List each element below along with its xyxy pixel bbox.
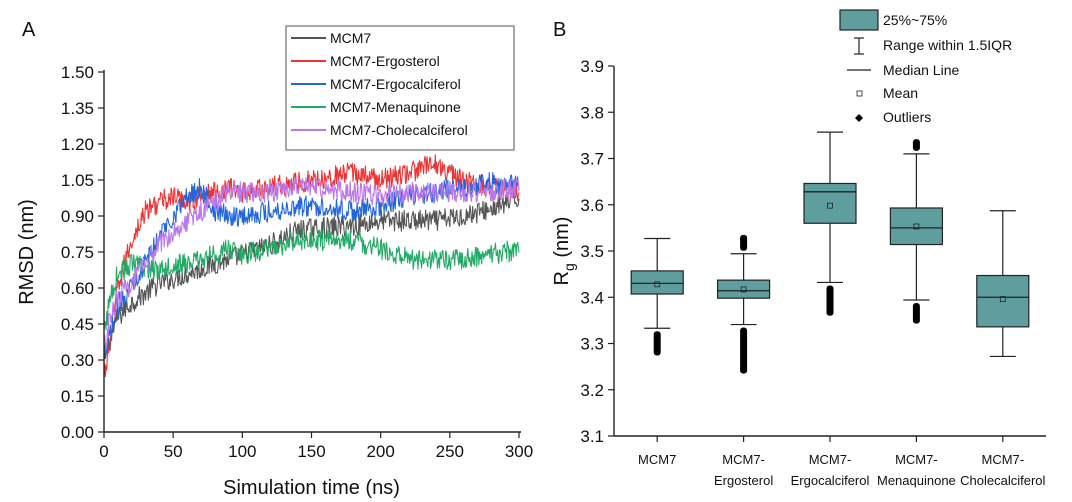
legend-box-swatch — [839, 9, 879, 31]
box-group-1: MCM7 — [630, 237, 684, 467]
panel-a-label: A — [22, 19, 36, 41]
rg-y-tick-label-2: 3.3 — [580, 335, 604, 354]
mean-marker-1 — [654, 281, 661, 288]
rmsd-x-tick-label-1: 50 — [164, 442, 183, 461]
rmsd-x-tick-label-2: 100 — [228, 442, 256, 461]
series-line-5 — [103, 175, 520, 350]
legend-box-label: 25%~75% — [883, 12, 947, 28]
rmsd-y-tick-label-4: 0.60 — [61, 279, 94, 298]
category-label-3-line1: MCM7- — [809, 452, 852, 467]
rg-y-tick-label-5: 3.6 — [580, 196, 604, 215]
category-label-4-line2: Menaquinone — [877, 473, 956, 488]
rmsd-y-tick-label-10: 1.50 — [61, 63, 94, 82]
legend-whisker-label: Range within 1.5IQR — [883, 37, 1012, 53]
mean-marker-3 — [827, 202, 833, 209]
iqr-box-4 — [889, 207, 944, 246]
rmsd-y-tick-label-0: 0.00 — [61, 423, 94, 442]
rg-y-tick-label-3: 3.4 — [580, 288, 604, 307]
rmsd-y-tick-label-9: 1.35 — [61, 99, 94, 118]
rmsd-y-tick-label-2: 0.30 — [61, 351, 94, 370]
legend-mean-glyph — [856, 90, 863, 97]
rmsd-y-tick-label-6: 0.90 — [61, 207, 94, 226]
iqr-box-5 — [976, 274, 1030, 328]
rmsd-series-group — [103, 154, 520, 378]
box-group-3: MCM7- Ergocalciferol — [791, 131, 870, 488]
rmsd-x-axis-label: Simulation time (ns) — [223, 477, 400, 499]
category-label-1-line1: MCM7 — [638, 452, 676, 467]
rmsd-x-tick-label-6: 300 — [505, 442, 533, 461]
rmsd-legend-label-1: MCM7 — [330, 30, 371, 46]
category-label-5-line1: MCM7- — [981, 452, 1024, 467]
legend-outlier-glyph — [855, 114, 863, 122]
series-line-4 — [103, 229, 520, 331]
iqr-box-2 — [716, 279, 771, 299]
category-label-3-line2: Ergocalciferol — [791, 473, 870, 488]
outliers-high-2 — [740, 234, 748, 251]
rmsd-y-tick-label-8: 1.20 — [61, 135, 94, 154]
legend-median-label: Median Line — [883, 62, 959, 78]
mean-marker-4 — [913, 223, 920, 230]
box-group-5: MCM7- Cholecalciferol — [960, 210, 1046, 488]
legend-outliers-label: Outliers — [883, 109, 931, 125]
rmsd-x-tick-label-4: 200 — [366, 442, 394, 461]
outliers-high-4 — [912, 139, 920, 151]
rg-y-tick-label-7: 3.8 — [580, 103, 604, 122]
rg-y-tick-label-4: 3.5 — [580, 242, 604, 261]
outliers-low-2 — [740, 327, 748, 374]
box-group-4: MCM7- Menaquinone — [877, 139, 956, 488]
mean-marker-2 — [740, 286, 747, 293]
rmsd-legend-label-3: MCM7-Ergocalciferol — [330, 76, 461, 92]
rmsd-y-tick-label-1: 0.15 — [61, 387, 94, 406]
rmsd-legend-label-4: MCM7-Menaquinone — [330, 99, 461, 115]
rmsd-x-tick-label-5: 250 — [436, 442, 464, 461]
outliers-low-3 — [826, 285, 834, 316]
rmsd-y-tick-label-3: 0.45 — [61, 315, 94, 334]
mean-marker-5 — [999, 296, 1006, 303]
outliers-low-1 — [653, 331, 661, 356]
category-label-4-line1: MCM7- — [895, 452, 938, 467]
series-line-1 — [103, 190, 520, 362]
legend-mean-label: Mean — [883, 85, 918, 101]
rmsd-legend: MCM7 MCM7-Ergosterol MCM7-Ergocalciferol MC… — [285, 25, 515, 151]
category-label-5-line2: Cholecalciferol — [960, 473, 1045, 488]
rmsd-x-tick-label-0: 0 — [99, 442, 108, 461]
rg-y-axis-label: Rg (nm) — [551, 217, 577, 286]
rg-y-tick-label-6: 3.7 — [580, 150, 604, 169]
category-label-2-line2: Ergosterol — [714, 473, 773, 488]
iqr-box-1 — [630, 270, 684, 295]
box-group-2: MCM7- Ergosterol — [714, 234, 773, 488]
rmsd-y-tick-label-5: 0.75 — [61, 243, 94, 262]
rmsd-legend-label-2: MCM7-Ergosterol — [330, 53, 440, 69]
rmsd-y-tick-label-7: 1.05 — [61, 171, 94, 190]
rmsd-x-tick-label-3: 150 — [297, 442, 325, 461]
rg-y-tick-label-0: 3.1 — [580, 427, 604, 446]
panel-b-label: B — [553, 19, 566, 41]
rmsd-legend-label-5: MCM7-Cholecalciferol — [330, 122, 468, 138]
rg-y-tick-label-8: 3.9 — [580, 57, 604, 76]
outliers-low-4 — [912, 303, 920, 324]
rmsd-y-axis-label: RMSD (nm) — [16, 199, 38, 305]
rg-y-tick-label-1: 3.2 — [580, 381, 604, 400]
series-line-2 — [103, 154, 520, 378]
rg-legend: 25%~75% Range within 1.5IQR Median Line Mea… — [839, 9, 1012, 125]
category-label-2-line1: MCM7- — [722, 452, 765, 467]
